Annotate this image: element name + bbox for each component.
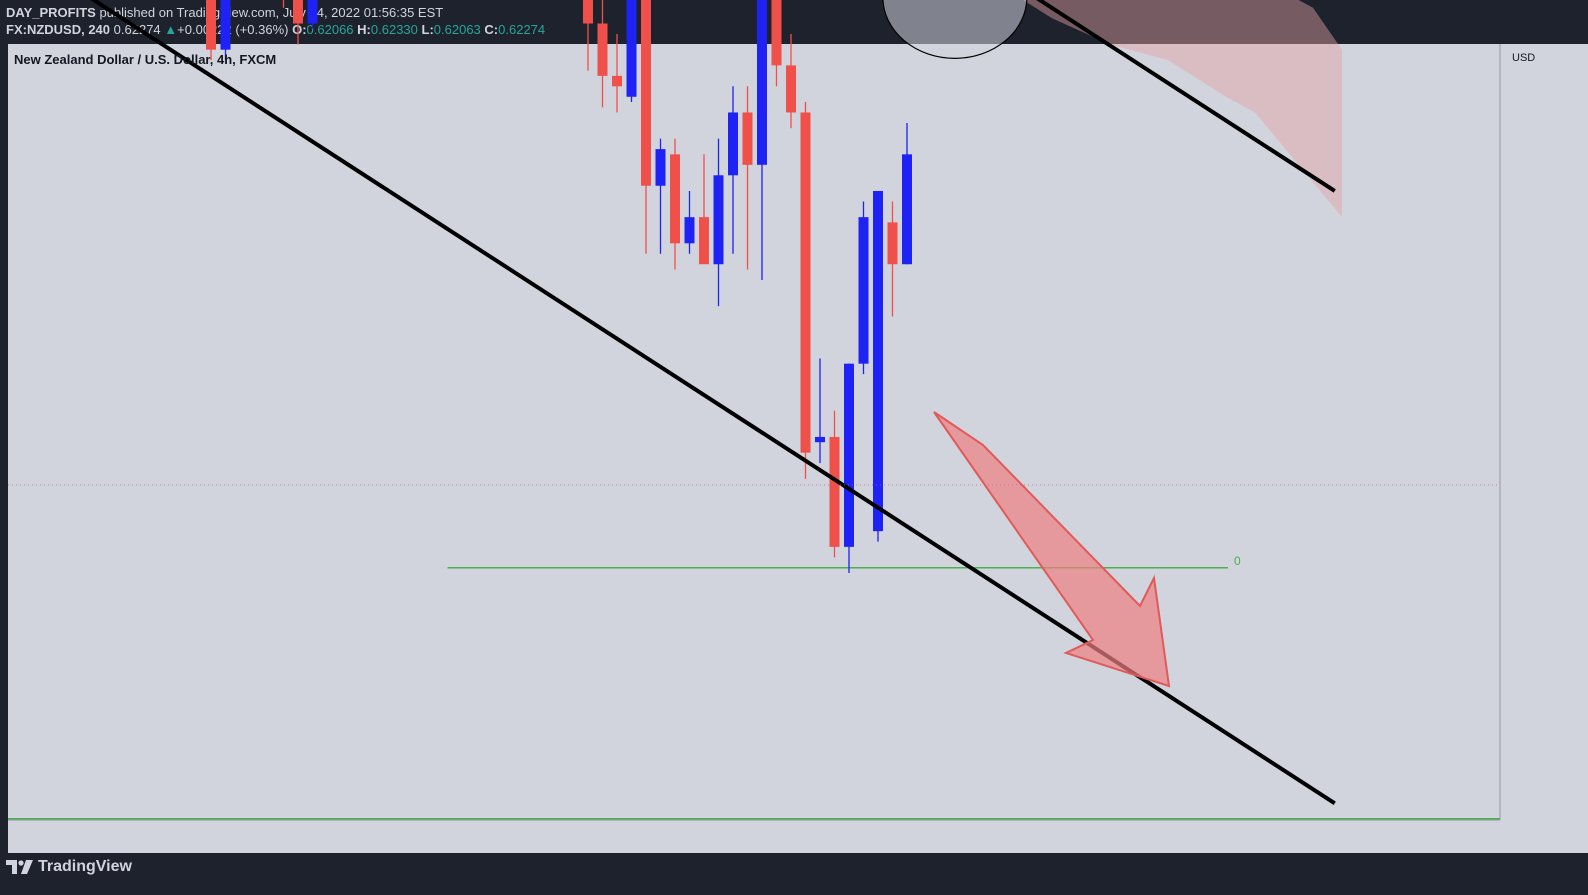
candle-body (655, 149, 666, 186)
open-value: 0.62066 (306, 22, 354, 37)
candle-body (728, 112, 738, 176)
candle-body (786, 65, 796, 113)
candle-body (206, 0, 216, 50)
candle-body (858, 217, 869, 364)
fib-label-0: 0 (1234, 554, 1241, 568)
candle-body (684, 217, 695, 244)
chart-footer (0, 853, 1588, 895)
ohlc-info: FX:NZDUSD, 240 0.62274 ▲+0.00222 (+0.36%… (6, 22, 545, 37)
candle-body (220, 0, 231, 50)
low-label: L: (421, 22, 434, 37)
candle-body (771, 0, 782, 66)
close-value: 0.62274 (498, 22, 546, 37)
currency-label: USD (1512, 52, 1535, 64)
brand-name: TradingView (38, 858, 132, 875)
candle-body (612, 75, 622, 87)
candle-body (597, 23, 608, 76)
candle-body (583, 0, 593, 24)
candle-body (713, 175, 724, 265)
author-name[interactable]: DAY_PROFITS (6, 5, 96, 20)
ichimoku-cloud (1023, 0, 1342, 218)
published-text: published on TradingView.com, July 04, 2… (99, 5, 444, 20)
symbol-label[interactable]: FX:NZDUSD, 240 (6, 22, 111, 37)
candle-body (844, 363, 854, 547)
cloud-area (1023, 0, 1342, 218)
candle-body (757, 0, 767, 165)
low-value: 0.62063 (433, 22, 481, 37)
candle-body (307, 0, 318, 24)
chart-header: DAY_PROFITS published on TradingView.com… (0, 0, 1588, 44)
candle-body (887, 222, 898, 265)
annotations[interactable] (8, 0, 1500, 688)
tradingview-icon (6, 860, 33, 874)
close-label: C: (484, 22, 499, 37)
change-arrow-icon: ▲ (164, 22, 178, 37)
upper-channel-line[interactable] (1, 0, 1336, 193)
candle-body (873, 190, 883, 532)
candle-body (815, 436, 825, 443)
publish-info: DAY_PROFITS published on TradingView.com… (6, 5, 443, 20)
candle-body (902, 154, 912, 265)
candlesticks (206, 0, 912, 574)
price-change: +0.00222 (+0.36%) (177, 22, 289, 37)
candle-body (699, 217, 709, 265)
bearish-arrow[interactable] (933, 411, 1171, 688)
tradingview-logo[interactable]: TradingView (6, 858, 132, 876)
highlight-circle[interactable] (882, 0, 1028, 59)
candle-body (293, 0, 303, 24)
candle-body (800, 112, 811, 453)
plot-area[interactable] (8, 44, 1500, 820)
price-axis[interactable] (1500, 44, 1588, 820)
candle-body (742, 112, 753, 165)
candle-body (829, 436, 840, 547)
high-value: 0.62330 (370, 22, 418, 37)
time-axis[interactable] (8, 820, 1588, 853)
candle-body (670, 154, 680, 244)
open-label: O: (292, 22, 307, 37)
candle-body (626, 0, 637, 97)
chart-title: New Zealand Dollar / U.S. Dollar, 4h, FX… (14, 52, 276, 67)
candle-body (641, 0, 651, 186)
left-border (0, 44, 8, 820)
high-label: H: (357, 22, 371, 37)
